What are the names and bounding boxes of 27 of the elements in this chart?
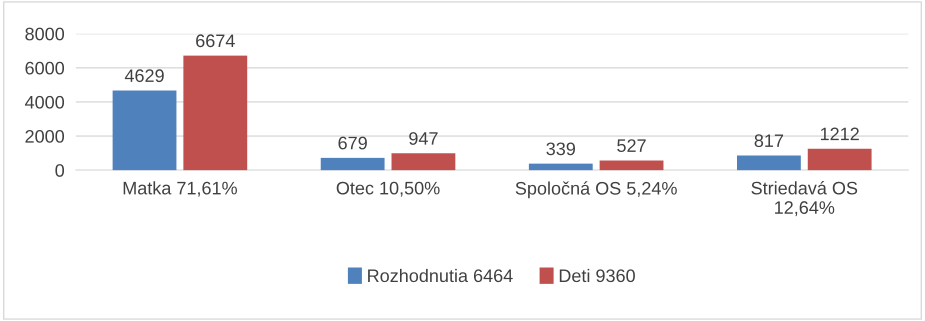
y-tick-label: 2000 xyxy=(25,130,64,143)
bar xyxy=(528,164,593,170)
data-label: 6674 xyxy=(196,34,235,48)
x-tick-label: Spoločná OS 5,24% xyxy=(516,181,677,198)
x-tick-label: Otec 10,50% xyxy=(336,182,440,197)
bar xyxy=(736,156,801,170)
y-tick-label: 6000 xyxy=(25,62,64,75)
y-tick-label: 4000 xyxy=(24,96,64,109)
bar xyxy=(808,148,872,170)
y-tick-label: 8000 xyxy=(25,28,64,40)
data-label: 527 xyxy=(617,139,646,152)
legend-label: Deti 9360 xyxy=(560,268,635,282)
bar xyxy=(112,90,176,170)
legend-label: Rozhodnutia 6464 xyxy=(368,268,513,282)
data-label: 1212 xyxy=(820,128,859,140)
bar xyxy=(183,56,248,170)
data-label: 4629 xyxy=(124,69,164,82)
data-label: 339 xyxy=(546,142,575,156)
x-tick-label: Striedavá OS 12,64% xyxy=(751,181,858,216)
data-label: 947 xyxy=(409,132,438,145)
data-label: 679 xyxy=(338,136,367,150)
x-tick-label: Matka 71,61% xyxy=(124,181,237,197)
bar xyxy=(600,160,664,170)
y-tick-label: 0 xyxy=(55,164,64,177)
bar xyxy=(392,153,456,170)
data-label: 817 xyxy=(754,134,784,148)
bar xyxy=(320,158,385,170)
